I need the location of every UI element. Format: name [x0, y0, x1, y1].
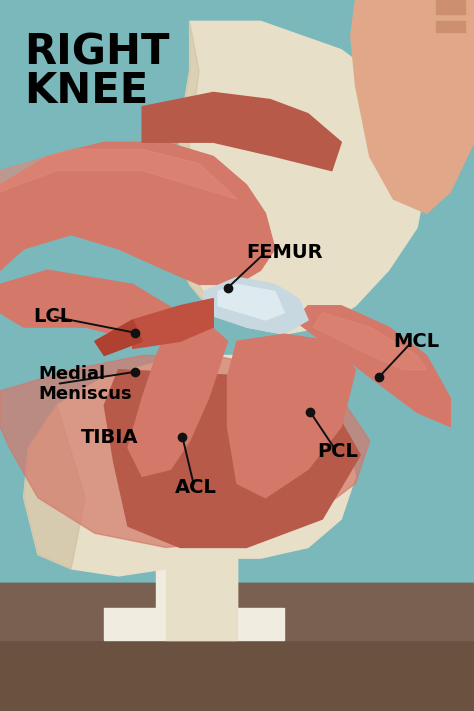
- Bar: [0, 583, 474, 640]
- Polygon shape: [313, 313, 427, 370]
- Bar: [0, 0, 474, 583]
- Polygon shape: [218, 284, 284, 320]
- Bar: [0, 583, 474, 711]
- Text: RIGHT
KNEE: RIGHT KNEE: [24, 32, 169, 112]
- Bar: [436, 0, 465, 14]
- Polygon shape: [294, 306, 450, 427]
- Bar: [156, 558, 237, 608]
- Polygon shape: [128, 320, 228, 476]
- Polygon shape: [351, 0, 474, 213]
- Polygon shape: [133, 299, 213, 348]
- Polygon shape: [24, 405, 85, 569]
- Polygon shape: [0, 149, 237, 199]
- Text: ACL: ACL: [175, 478, 217, 496]
- Polygon shape: [175, 21, 427, 334]
- Polygon shape: [0, 142, 275, 284]
- Text: MCL: MCL: [393, 332, 439, 351]
- Polygon shape: [142, 92, 341, 171]
- Polygon shape: [24, 356, 355, 576]
- Polygon shape: [0, 270, 190, 341]
- Polygon shape: [204, 277, 308, 334]
- Polygon shape: [427, 0, 474, 14]
- Polygon shape: [175, 21, 213, 313]
- Polygon shape: [104, 370, 360, 547]
- Bar: [436, 21, 465, 32]
- Polygon shape: [95, 320, 142, 356]
- Polygon shape: [104, 608, 284, 640]
- Text: PCL: PCL: [318, 442, 358, 461]
- Text: TIBIA: TIBIA: [81, 428, 138, 447]
- Polygon shape: [166, 558, 237, 640]
- Polygon shape: [228, 334, 356, 498]
- Polygon shape: [0, 356, 370, 547]
- Text: Medial
Meniscus: Medial Meniscus: [38, 365, 132, 403]
- Text: FEMUR: FEMUR: [246, 243, 323, 262]
- Text: LCL: LCL: [33, 307, 73, 326]
